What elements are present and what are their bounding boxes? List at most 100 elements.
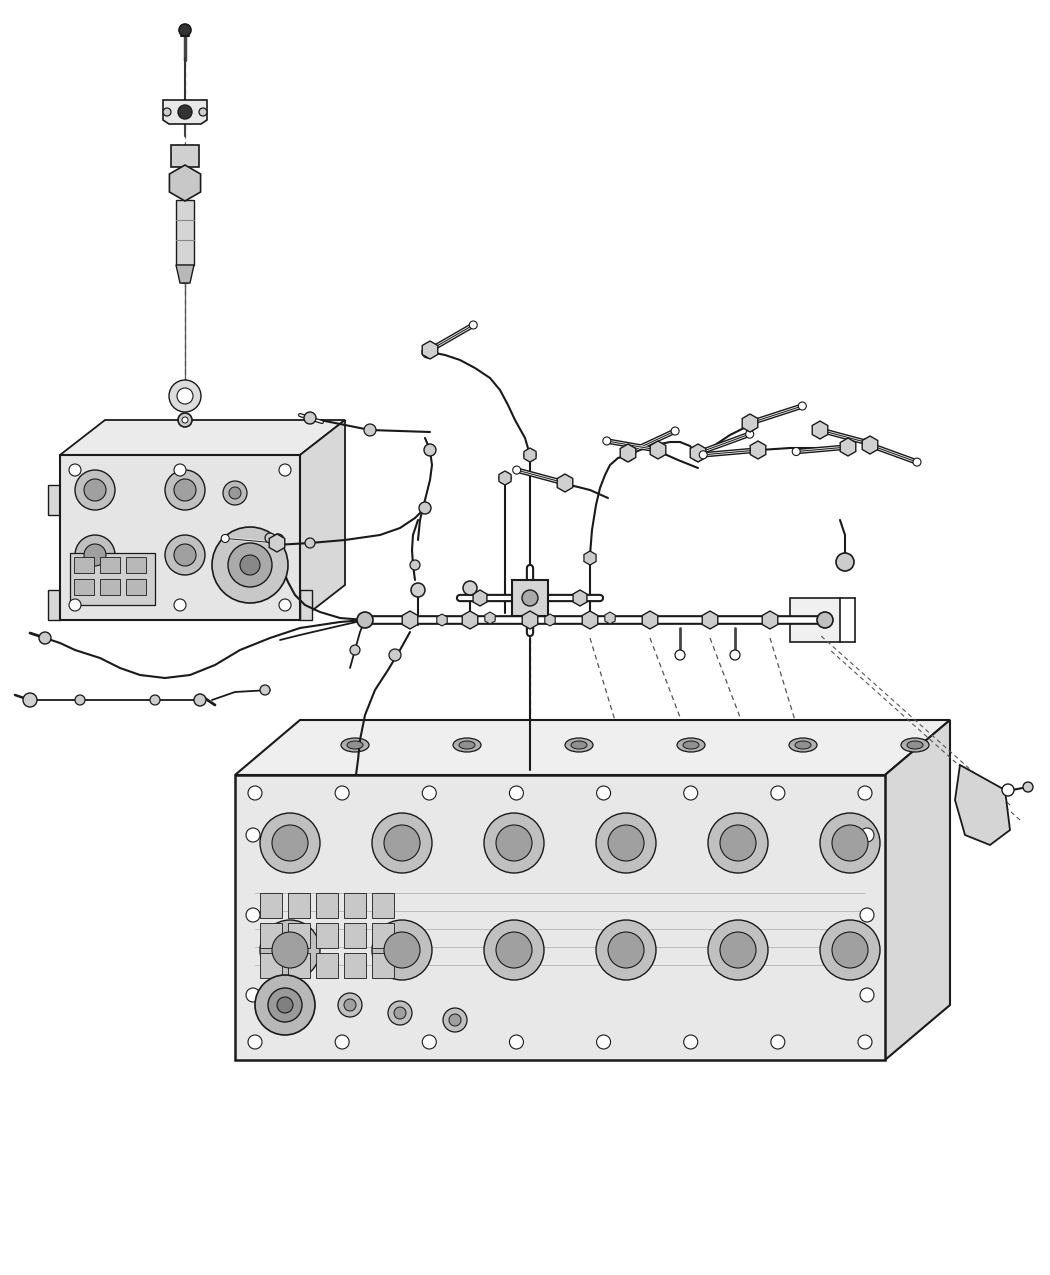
Polygon shape <box>300 590 312 620</box>
Polygon shape <box>584 551 596 565</box>
Circle shape <box>335 785 350 799</box>
Circle shape <box>388 1001 412 1025</box>
Circle shape <box>200 108 207 116</box>
Circle shape <box>419 502 430 514</box>
Ellipse shape <box>907 741 923 748</box>
Circle shape <box>75 536 116 575</box>
Circle shape <box>746 430 754 439</box>
Circle shape <box>150 695 160 705</box>
Polygon shape <box>235 720 950 775</box>
Polygon shape <box>840 439 856 456</box>
Circle shape <box>260 921 320 980</box>
Bar <box>100 579 120 595</box>
Circle shape <box>39 632 51 644</box>
Bar <box>74 557 94 572</box>
Bar <box>316 892 338 918</box>
Circle shape <box>684 785 697 799</box>
Polygon shape <box>582 611 597 629</box>
Circle shape <box>384 825 420 861</box>
Circle shape <box>174 599 186 611</box>
Circle shape <box>69 599 81 611</box>
Polygon shape <box>742 414 758 432</box>
Circle shape <box>394 1007 406 1019</box>
Circle shape <box>255 975 315 1035</box>
Polygon shape <box>60 419 345 455</box>
Bar <box>344 952 366 978</box>
Circle shape <box>178 24 191 36</box>
Circle shape <box>268 988 302 1023</box>
Bar <box>74 579 94 595</box>
Circle shape <box>265 533 275 543</box>
Circle shape <box>178 105 192 119</box>
Circle shape <box>484 921 544 980</box>
Circle shape <box>708 813 768 873</box>
Circle shape <box>304 538 315 548</box>
Ellipse shape <box>795 741 811 748</box>
Circle shape <box>304 412 316 425</box>
Ellipse shape <box>677 738 705 752</box>
Circle shape <box>357 612 373 629</box>
Circle shape <box>272 932 308 968</box>
Polygon shape <box>524 448 537 462</box>
Circle shape <box>169 380 201 412</box>
Bar <box>126 579 146 595</box>
Circle shape <box>84 479 106 501</box>
Ellipse shape <box>459 741 475 748</box>
Ellipse shape <box>901 738 929 752</box>
Polygon shape <box>485 612 496 623</box>
Polygon shape <box>558 474 573 492</box>
Circle shape <box>260 685 270 695</box>
Circle shape <box>484 813 544 873</box>
Ellipse shape <box>565 738 593 752</box>
Circle shape <box>246 827 260 842</box>
Circle shape <box>832 932 868 968</box>
Circle shape <box>836 553 854 571</box>
Circle shape <box>820 813 880 873</box>
Bar <box>60 455 300 620</box>
Polygon shape <box>437 615 447 626</box>
Polygon shape <box>956 765 1010 845</box>
Circle shape <box>246 908 260 922</box>
Bar <box>100 557 120 572</box>
Circle shape <box>858 1035 871 1049</box>
Bar <box>235 775 885 1060</box>
Polygon shape <box>499 470 511 484</box>
Circle shape <box>165 536 205 575</box>
Circle shape <box>422 785 437 799</box>
Bar <box>372 923 394 949</box>
Circle shape <box>862 439 870 446</box>
Circle shape <box>509 785 524 799</box>
Circle shape <box>512 467 521 474</box>
Circle shape <box>443 1009 467 1031</box>
Polygon shape <box>422 340 438 360</box>
Circle shape <box>194 694 206 706</box>
Circle shape <box>744 419 756 431</box>
Circle shape <box>792 448 800 455</box>
Circle shape <box>350 645 360 655</box>
Circle shape <box>372 813 432 873</box>
Circle shape <box>832 825 868 861</box>
Bar <box>126 557 146 572</box>
Circle shape <box>272 534 284 546</box>
Circle shape <box>692 449 704 462</box>
Polygon shape <box>402 611 418 629</box>
Circle shape <box>684 1035 697 1049</box>
Circle shape <box>699 451 708 459</box>
Polygon shape <box>176 265 194 283</box>
Circle shape <box>596 785 610 799</box>
Circle shape <box>463 581 477 595</box>
Ellipse shape <box>682 741 699 748</box>
Bar <box>512 580 548 616</box>
Circle shape <box>338 993 362 1017</box>
Circle shape <box>596 813 656 873</box>
Circle shape <box>165 470 205 510</box>
Polygon shape <box>300 419 345 620</box>
Circle shape <box>424 444 436 456</box>
Circle shape <box>771 785 784 799</box>
Circle shape <box>596 1035 610 1049</box>
Ellipse shape <box>789 738 817 752</box>
Circle shape <box>820 921 880 980</box>
Circle shape <box>69 464 81 476</box>
Polygon shape <box>643 611 657 629</box>
Circle shape <box>499 472 511 484</box>
